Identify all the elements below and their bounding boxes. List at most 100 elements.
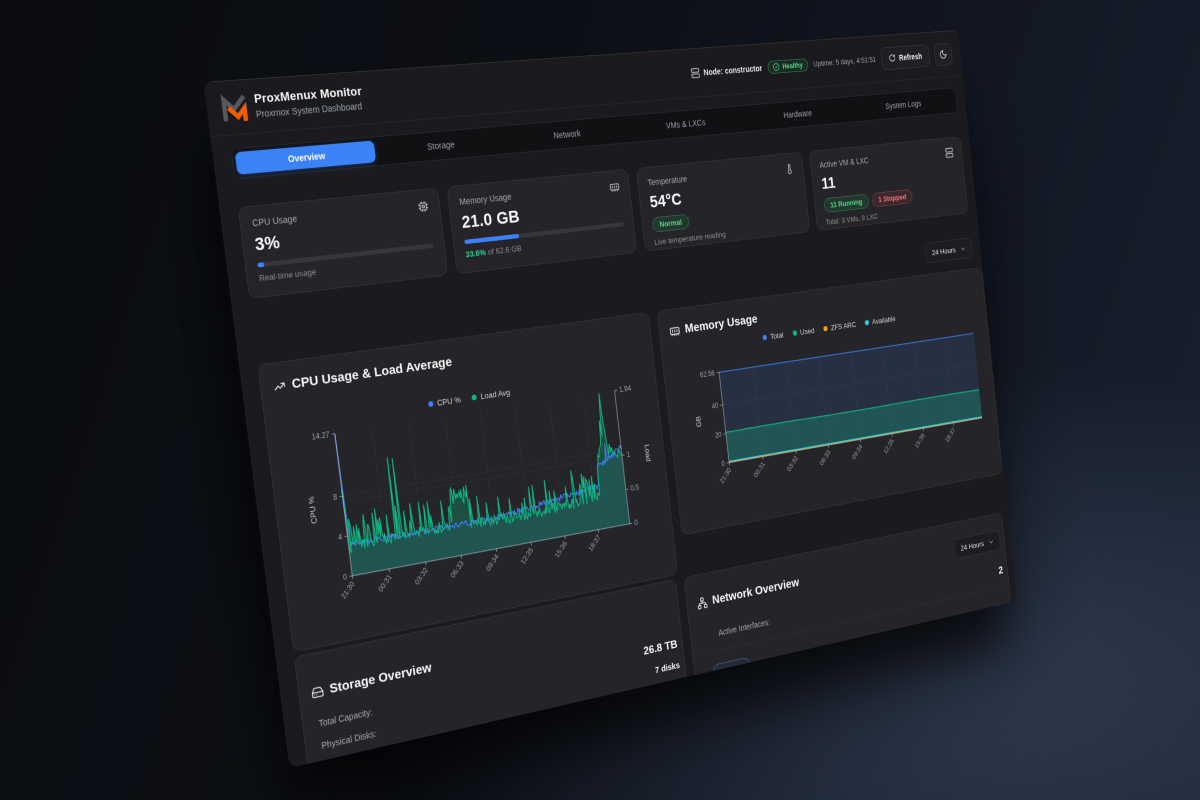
charts-row: CPU Usage & Load Average CPU % Load Avg 2… xyxy=(257,267,1003,653)
time-range-value: 24 Hours xyxy=(931,245,957,257)
svg-text:00:31: 00:31 xyxy=(752,460,766,479)
svg-text:18:37: 18:37 xyxy=(944,426,957,444)
active-vm-card: Active VM & LXC 11 11 Running 1 Stopped … xyxy=(808,136,969,232)
svg-text:03:32: 03:32 xyxy=(413,566,430,587)
svg-text:8: 8 xyxy=(333,493,338,502)
time-range-select[interactable]: 24 Hours xyxy=(924,237,973,264)
interface-pill[interactable]: enp3s0 xyxy=(712,656,752,682)
storage-total-capacity-value: 26.8 TB xyxy=(642,638,679,658)
memory-chart-title-text: Memory Usage xyxy=(684,312,759,336)
storage-physical-disks-value: 7 disks xyxy=(654,660,681,676)
tab-hardware[interactable]: Hardware xyxy=(782,108,813,120)
chevron-down-icon xyxy=(988,537,995,546)
svg-text:09:34: 09:34 xyxy=(851,442,864,461)
temperature-card: Temperature 54°C Normal Live temperature… xyxy=(635,151,810,252)
cpu-progress-fill xyxy=(257,262,265,268)
node-label: Node: constructor xyxy=(703,63,763,77)
svg-text:GB: GB xyxy=(694,415,703,427)
hard-drive-icon xyxy=(311,684,325,700)
tab-network[interactable]: Network xyxy=(552,128,582,141)
svg-text:06:33: 06:33 xyxy=(449,559,465,580)
memory-usage-note: 33.6% of 62.6 GB xyxy=(465,232,625,259)
check-circle-icon xyxy=(773,62,780,71)
cpu-load-chart-card: CPU Usage & Load Average CPU % Load Avg 2… xyxy=(257,312,679,653)
svg-text:1: 1 xyxy=(626,450,631,459)
legend-label: Total xyxy=(769,330,784,341)
thermometer-icon xyxy=(784,163,794,175)
svg-text:15:36: 15:36 xyxy=(553,539,569,559)
svg-text:62.56: 62.56 xyxy=(700,369,716,379)
legend-dot xyxy=(792,330,798,336)
legend-item: Available xyxy=(864,314,896,327)
memory-icon xyxy=(669,324,681,338)
memory-total: of 62.6 GB xyxy=(485,243,523,257)
trending-up-icon xyxy=(272,378,286,393)
svg-text:0.5: 0.5 xyxy=(630,483,640,493)
svg-text:06:33: 06:33 xyxy=(818,448,832,467)
brand: ProxMenux Monitor Proxmox System Dashboa… xyxy=(219,84,364,123)
svg-text:4: 4 xyxy=(338,533,343,542)
refresh-button[interactable]: Refresh xyxy=(880,44,931,71)
svg-text:0: 0 xyxy=(634,518,639,527)
legend-dot xyxy=(427,400,434,408)
vm-running-badge: 11 Running xyxy=(823,193,870,213)
memory-chart-card: Memory Usage Total Used ZFS ARC Available 2… xyxy=(656,267,1003,536)
svg-text:00:31: 00:31 xyxy=(377,572,394,593)
svg-text:09:34: 09:34 xyxy=(484,552,500,572)
network-active-interfaces-value: 2 xyxy=(997,564,1004,577)
server-icon xyxy=(690,67,700,78)
legend-dot xyxy=(471,394,478,401)
svg-text:03:32: 03:32 xyxy=(786,454,800,473)
proxmenux-logo-icon xyxy=(219,92,249,122)
svg-text:18:37: 18:37 xyxy=(587,533,602,553)
tab-vms-lxcs[interactable]: VMs & LXCs xyxy=(665,117,706,131)
refresh-icon xyxy=(888,54,896,63)
network-overview-title: Network Overview xyxy=(696,575,800,610)
theme-toggle-button[interactable] xyxy=(933,42,953,66)
legend-label: Load Avg xyxy=(480,387,511,402)
svg-text:20: 20 xyxy=(715,431,723,440)
cpu-usage-note: Real-time usage xyxy=(258,266,317,284)
tab-system-logs[interactable]: System Logs xyxy=(884,98,922,111)
dashboard-panel: ProxMenux Monitor Proxmox System Dashboa… xyxy=(203,30,1017,769)
network-time-range-select[interactable]: 24 Hours xyxy=(953,530,1001,560)
temperature-status-badge: Normal xyxy=(651,213,690,233)
legend-item: Load Avg xyxy=(471,387,511,402)
svg-text:14.27: 14.27 xyxy=(311,430,330,441)
tab-overview[interactable]: Overview xyxy=(234,140,377,175)
network-overview-title-text: Network Overview xyxy=(711,575,800,607)
legend-label: Used xyxy=(799,326,815,337)
uptime-text: Uptime: 5 days, 4:51:51 xyxy=(812,54,877,69)
server-icon xyxy=(945,147,954,158)
legend-label: Available xyxy=(871,314,896,327)
cpu-load-chart: 21:30 00:31 03:32 06:33 09:34 12:35 15:36 18:37… xyxy=(306,384,652,600)
cpu-chart-title-text: CPU Usage & Load Average xyxy=(290,354,453,392)
memory-icon xyxy=(609,181,620,193)
node-info: Node: constructor xyxy=(690,63,763,79)
network-active-interfaces-label: Active Interfaces: xyxy=(717,617,771,638)
legend-item: Used xyxy=(792,326,815,338)
legend-label: ZFS ARC xyxy=(830,320,857,333)
memory-percent: 33.6% xyxy=(465,247,487,260)
svg-text:15:36: 15:36 xyxy=(913,431,926,449)
network-time-range-value: 24 Hours xyxy=(960,539,985,553)
memory-usage-card: Memory Usage 21.0 GB 33.6% of 62.6 GB xyxy=(446,168,638,275)
legend-label: CPU % xyxy=(436,394,462,408)
cpu-icon xyxy=(417,200,429,213)
memory-progress-fill xyxy=(463,233,520,245)
tab-storage[interactable]: Storage xyxy=(426,139,456,152)
svg-text:0: 0 xyxy=(721,460,726,469)
svg-text:12:35: 12:35 xyxy=(519,546,535,566)
legend-item: ZFS ARC xyxy=(823,320,856,333)
legend-dot xyxy=(823,325,828,332)
svg-text:12:35: 12:35 xyxy=(882,437,895,455)
health-badge-label: Healthy xyxy=(781,60,804,71)
svg-text:0: 0 xyxy=(343,573,348,582)
legend-item: Total xyxy=(762,330,784,343)
health-badge: Healthy xyxy=(767,58,809,74)
memory-usage-chart: 21:30 00:31 03:32 06:33 09:34 12:35 15:36 18:37… xyxy=(694,314,993,485)
svg-text:CPU %: CPU % xyxy=(306,495,318,524)
cpu-usage-card: CPU Usage 3% Real-time usage xyxy=(237,187,448,299)
legend-dot xyxy=(762,334,768,341)
